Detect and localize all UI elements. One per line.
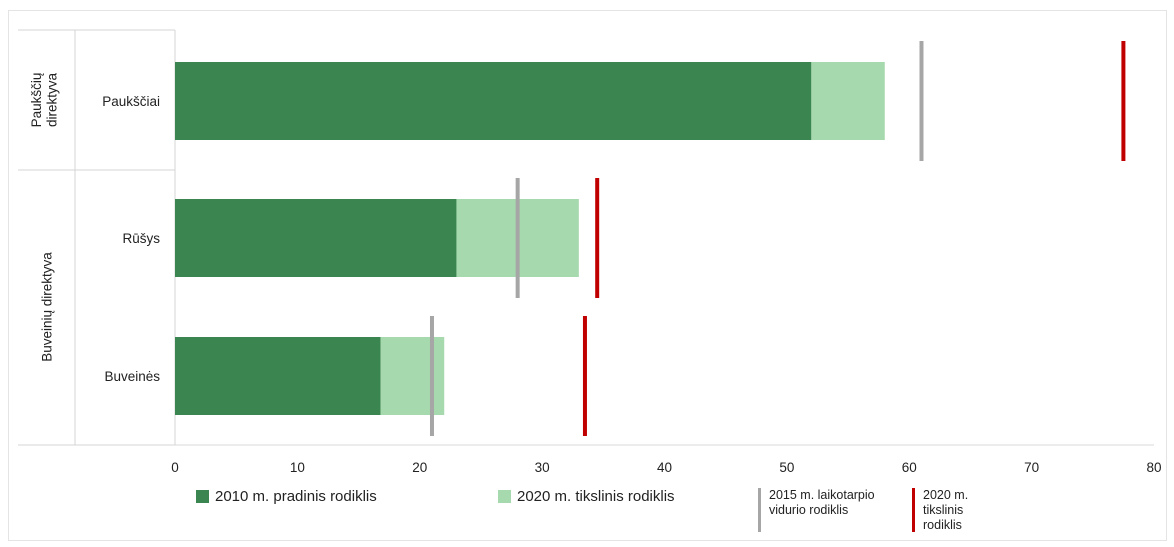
category-label: Buveinės	[104, 369, 160, 384]
bar-2010-baseline	[175, 199, 457, 277]
x-tick-label: 10	[290, 460, 305, 475]
x-tick-label: 80	[1146, 460, 1161, 475]
category-label: Rūšys	[122, 231, 160, 246]
group-label: Paukščiųdirektyva	[29, 73, 60, 128]
category-label: Paukščiai	[102, 94, 160, 109]
bar-2010-baseline	[175, 62, 812, 140]
chart-border	[8, 10, 1167, 541]
x-tick-label: 20	[412, 460, 427, 475]
x-tick-label: 60	[902, 460, 917, 475]
x-tick-label: 30	[535, 460, 550, 475]
x-tick-label: 70	[1024, 460, 1039, 475]
x-tick-label: 0	[171, 460, 179, 475]
bar-2020-target	[811, 62, 885, 140]
x-tick-label: 40	[657, 460, 672, 475]
bar-2010-baseline	[175, 337, 381, 415]
group-label: Buveinių direktyva	[40, 252, 55, 362]
bar-2020-target	[380, 337, 445, 415]
x-tick-label: 50	[779, 460, 794, 475]
